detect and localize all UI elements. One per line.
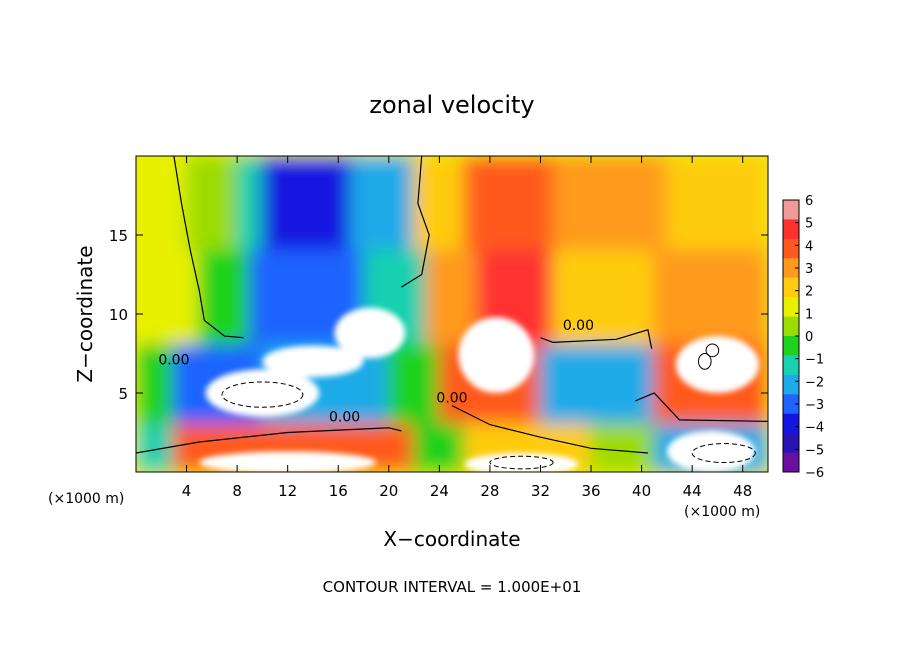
heat-cell-15 — [552, 249, 656, 347]
zero-contour-2 — [401, 156, 430, 288]
heat-cell-16 — [653, 249, 768, 347]
heat-cell-22 — [539, 344, 656, 426]
colorbar-label-8: −2 — [805, 375, 824, 390]
colorbar-swatch-12 — [783, 433, 799, 454]
colorbar-label-9: −3 — [805, 398, 824, 413]
heat-cell-7 — [552, 156, 668, 252]
negative-contour-1 — [691, 443, 756, 464]
colorbar-label-10: −4 — [805, 421, 824, 436]
heat-cell-26 — [413, 423, 466, 472]
y-tick-label-1: 10 — [109, 306, 128, 324]
colorbar-swatch-3 — [783, 258, 799, 279]
heat-cell-1 — [185, 156, 239, 252]
heat-cell-3 — [261, 156, 352, 252]
x-tick-label-10: 44 — [683, 482, 702, 500]
saturated-region-4 — [458, 317, 535, 393]
colorbar-swatch-0 — [783, 200, 799, 220]
colorbar-swatch-10 — [783, 394, 799, 415]
colorbar-swatch-8 — [783, 355, 799, 376]
colorbar-swatch-4 — [783, 277, 799, 298]
x-axis-label: X−coordinate — [383, 527, 520, 551]
heat-cell-28 — [590, 423, 656, 472]
colorbar-swatch-9 — [783, 374, 799, 395]
negative-contour-2 — [489, 455, 554, 470]
colorbar-label-3: 3 — [805, 262, 813, 277]
colorbar-label-0: 6 — [805, 194, 813, 209]
colorbar-label-7: −1 — [805, 353, 824, 368]
zero-contour-3 — [540, 329, 653, 349]
small-contour-1 — [705, 343, 720, 358]
heat-cell-20 — [387, 344, 441, 426]
zero-contour-5 — [635, 392, 768, 422]
x-tick-label-1: 8 — [232, 482, 242, 500]
y-tick-label-2: 15 — [109, 227, 128, 245]
heat-cell-6 — [463, 156, 555, 252]
saturated-region-2 — [262, 345, 364, 378]
colorbar-swatch-2 — [783, 238, 799, 259]
heat-cell-9 — [136, 249, 201, 347]
colorbar-swatch-6 — [783, 316, 799, 337]
colorbar-label-1: 5 — [805, 217, 813, 232]
y-axis-label: Z−coordinate — [73, 245, 97, 382]
colorbar-swatch-5 — [783, 297, 799, 318]
x-tick-label-9: 40 — [632, 482, 651, 500]
heat-cell-24 — [136, 423, 175, 472]
contour-label-1: 0.00 — [329, 409, 360, 425]
x-tick-label-4: 20 — [379, 482, 398, 500]
colorbar-swatch-1 — [783, 219, 799, 240]
contour-label-2: 0.00 — [436, 390, 467, 406]
saturated-region-0 — [205, 369, 320, 417]
contour-interval-note: CONTOUR INTERVAL = 1.000E+01 — [323, 578, 582, 596]
x-tick-label-11: 48 — [733, 482, 752, 500]
x-tick-label-5: 24 — [430, 482, 449, 500]
colorbar-label-12: −6 — [805, 466, 824, 481]
x-tick-label-2: 12 — [278, 482, 297, 500]
x-unit-right: (×1000 m) — [684, 504, 760, 520]
saturated-region-6 — [675, 336, 760, 393]
heat-cell-17 — [136, 344, 175, 426]
negative-contour-0 — [221, 381, 304, 408]
colorbar: 6 5 4 3 2 1 0 −1 −2 −3 −4 −5 −6 — [782, 194, 824, 481]
small-contour-0 — [697, 353, 712, 370]
saturated-region-7 — [666, 430, 756, 472]
x-tick-label-7: 32 — [531, 482, 550, 500]
heat-cell-0 — [136, 156, 188, 252]
colorbar-label-11: −5 — [805, 443, 824, 458]
y-tick-label-0: 5 — [118, 385, 128, 403]
heat-cell-2 — [236, 156, 264, 252]
saturated-region-5 — [464, 453, 579, 472]
colorbar-label-2: 4 — [805, 239, 813, 254]
x-unit-left: (×1000 m) — [48, 491, 124, 507]
zero-contour-0 — [173, 156, 244, 339]
chart-title: zonal velocity — [369, 91, 534, 119]
saturated-region-1 — [334, 307, 406, 359]
x-tick-label-0: 4 — [182, 482, 192, 500]
x-tick-label-8: 36 — [581, 482, 600, 500]
heat-cell-10 — [198, 249, 251, 347]
heat-cell-4 — [349, 156, 416, 252]
colorbar-label-5: 1 — [805, 307, 813, 322]
contour-label-3: 0.00 — [563, 318, 594, 334]
x-tick-label-3: 16 — [329, 482, 348, 500]
heat-cell-8 — [665, 156, 768, 252]
colorbar-label-6: 0 — [805, 330, 813, 345]
heat-cell-5 — [413, 156, 466, 252]
zero-contour-4 — [451, 405, 648, 454]
contour-label-0: 0.00 — [158, 353, 189, 369]
plot-area: 0.00 0.00 0.00 0.00 — [136, 156, 768, 472]
zero-contour-1 — [136, 427, 402, 454]
colorbar-swatch-11 — [783, 413, 799, 434]
colorbar-swatch-7 — [783, 336, 799, 356]
colorbar-label-4: 2 — [805, 285, 813, 300]
colorbar-swatch-13 — [783, 452, 799, 473]
saturated-region-3 — [199, 451, 377, 472]
x-tick-label-6: 28 — [480, 482, 499, 500]
